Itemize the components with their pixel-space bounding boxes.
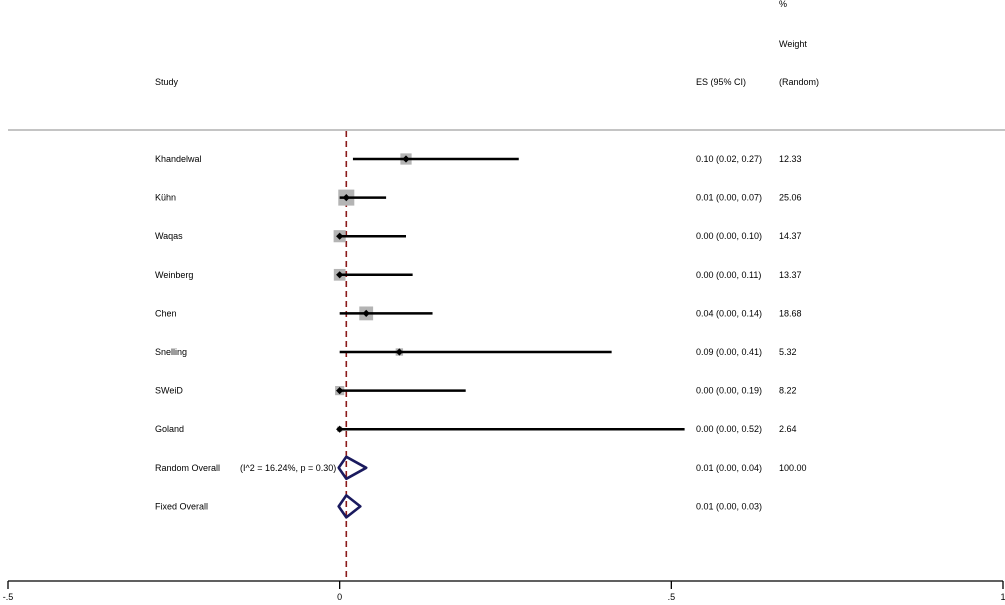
study-name: Waqas	[155, 231, 183, 241]
overall-name: Random Overall	[155, 463, 220, 473]
study-name: Chen	[155, 308, 177, 318]
weight-text: 12.33	[779, 154, 802, 164]
effect-size-text: 0.00 (0.00, 0.10)	[696, 231, 762, 241]
es-header: ES (95% CI)	[696, 77, 746, 87]
x-tick-label: 0	[337, 592, 342, 602]
study-row: Waqas 0.00 (0.00, 0.10) 14.37	[155, 230, 802, 243]
effect-size-text: 0.04 (0.00, 0.14)	[696, 308, 762, 318]
study-name: Weinberg	[155, 270, 193, 280]
study-name: Snelling	[155, 347, 187, 357]
x-tick-label: 1	[1000, 592, 1005, 602]
study-name: Goland	[155, 424, 184, 434]
point-estimate	[362, 309, 370, 317]
study-header: Study	[155, 77, 179, 87]
study-row: SWeiD 0.00 (0.00, 0.19) 8.22	[155, 386, 797, 396]
point-estimate	[342, 194, 350, 202]
pooled-diamond	[337, 455, 368, 481]
weight-header-weight: Weight	[779, 39, 807, 49]
study-row: Snelling 0.09 (0.00, 0.41) 5.32	[155, 347, 797, 357]
effect-size-text: 0.00 (0.00, 0.52)	[696, 424, 762, 434]
heterogeneity-stats: (I^2 = 16.24%, p = 0.30)	[240, 463, 336, 473]
point-estimate	[336, 232, 344, 240]
x-tick-label: -.5	[3, 592, 14, 602]
study-row: Goland 0.00 (0.00, 0.52) 2.64	[155, 424, 797, 434]
study-name: Kühn	[155, 193, 176, 203]
plot-marks: Khandelwal 0.10 (0.02, 0.27) 12.33 Kühn 0.01…	[155, 131, 807, 580]
study-name: Khandelwal	[155, 154, 202, 164]
weight-text: 14.37	[779, 231, 802, 241]
overall-row: Random Overall (I^2 = 16.24%, p = 0.30) 0.…	[155, 455, 807, 481]
weight-text: 13.37	[779, 270, 802, 280]
effect-size-text: 0.00 (0.00, 0.19)	[696, 386, 762, 396]
study-row: Khandelwal 0.10 (0.02, 0.27) 12.33	[155, 153, 802, 165]
effect-size-text: 0.00 (0.00, 0.11)	[696, 270, 761, 280]
weight-text: 8.22	[779, 386, 797, 396]
study-row: Chen 0.04 (0.00, 0.14) 18.68	[155, 306, 802, 321]
weight-text: 18.68	[779, 308, 802, 318]
effect-size-text: 0.01 (0.00, 0.03)	[696, 501, 762, 511]
study-name: SWeiD	[155, 386, 183, 396]
weight-text: 100.00	[779, 463, 807, 473]
point-estimate	[336, 387, 344, 395]
study-row: Weinberg 0.00 (0.00, 0.11) 13.37	[155, 268, 802, 281]
x-axis: -.5 0 .5 1	[3, 580, 1005, 602]
effect-size-text: 0.01 (0.00, 0.07)	[696, 193, 762, 203]
effect-size-text: 0.10 (0.02, 0.27)	[696, 154, 762, 164]
x-tick-label: .5	[668, 592, 676, 602]
weight-text: 2.64	[779, 424, 797, 434]
weight-header-percent: %	[779, 0, 787, 9]
effect-size-text: 0.01 (0.00, 0.04)	[696, 463, 762, 473]
point-estimate	[395, 348, 403, 356]
effect-size-text: 0.09 (0.00, 0.41)	[696, 347, 762, 357]
study-row: Kühn 0.01 (0.00, 0.07) 25.06	[155, 189, 802, 206]
overall-row: Fixed Overall 0.01 (0.00, 0.03)	[155, 494, 762, 519]
weight-text: 5.32	[779, 347, 797, 357]
weight-text: 25.06	[779, 193, 802, 203]
weight-header-random: (Random)	[779, 77, 819, 87]
point-estimate	[336, 425, 344, 433]
pooled-diamond	[337, 494, 362, 519]
point-estimate	[402, 155, 410, 163]
point-estimate	[336, 271, 344, 279]
overall-name: Fixed Overall	[155, 501, 208, 511]
